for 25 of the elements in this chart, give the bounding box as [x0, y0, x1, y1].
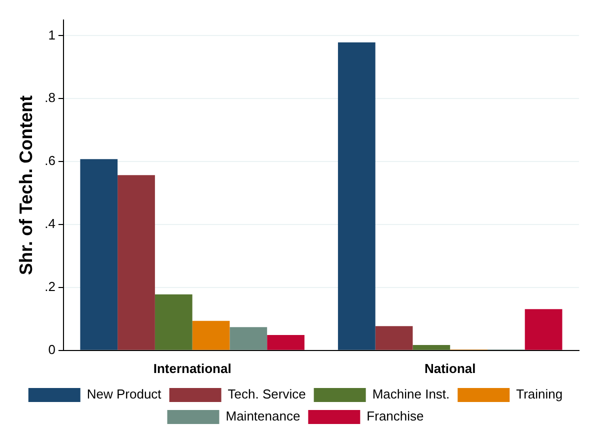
bar	[118, 175, 155, 350]
bar	[230, 327, 268, 350]
y-tick-label: .8	[44, 90, 56, 106]
y-tick-label: .4	[44, 216, 56, 232]
y-axis-title: Shr. of Tech. Content	[16, 95, 36, 276]
bar	[267, 334, 304, 350]
legend-label: Maintenance	[226, 408, 300, 424]
bar	[338, 42, 376, 350]
y-tick-label: .6	[44, 153, 56, 168]
y-tick-label: .2	[44, 279, 56, 294]
bar	[524, 309, 562, 350]
bar	[412, 345, 450, 350]
y-tick-label: 1	[48, 27, 56, 42]
bar	[80, 159, 118, 350]
bar	[375, 326, 413, 350]
x-tick-label: International	[153, 360, 232, 376]
legend-label: Tech. Service	[228, 386, 306, 402]
legend-label: Franchise	[366, 408, 424, 424]
x-tick-label: National	[424, 360, 476, 376]
legend-label: Training	[516, 386, 563, 402]
bar	[192, 320, 230, 350]
y-tick-label: 0	[48, 342, 56, 357]
bar	[154, 294, 192, 350]
legend-label: New Product	[86, 386, 162, 402]
legend-label: Machine Inst.	[372, 386, 450, 402]
